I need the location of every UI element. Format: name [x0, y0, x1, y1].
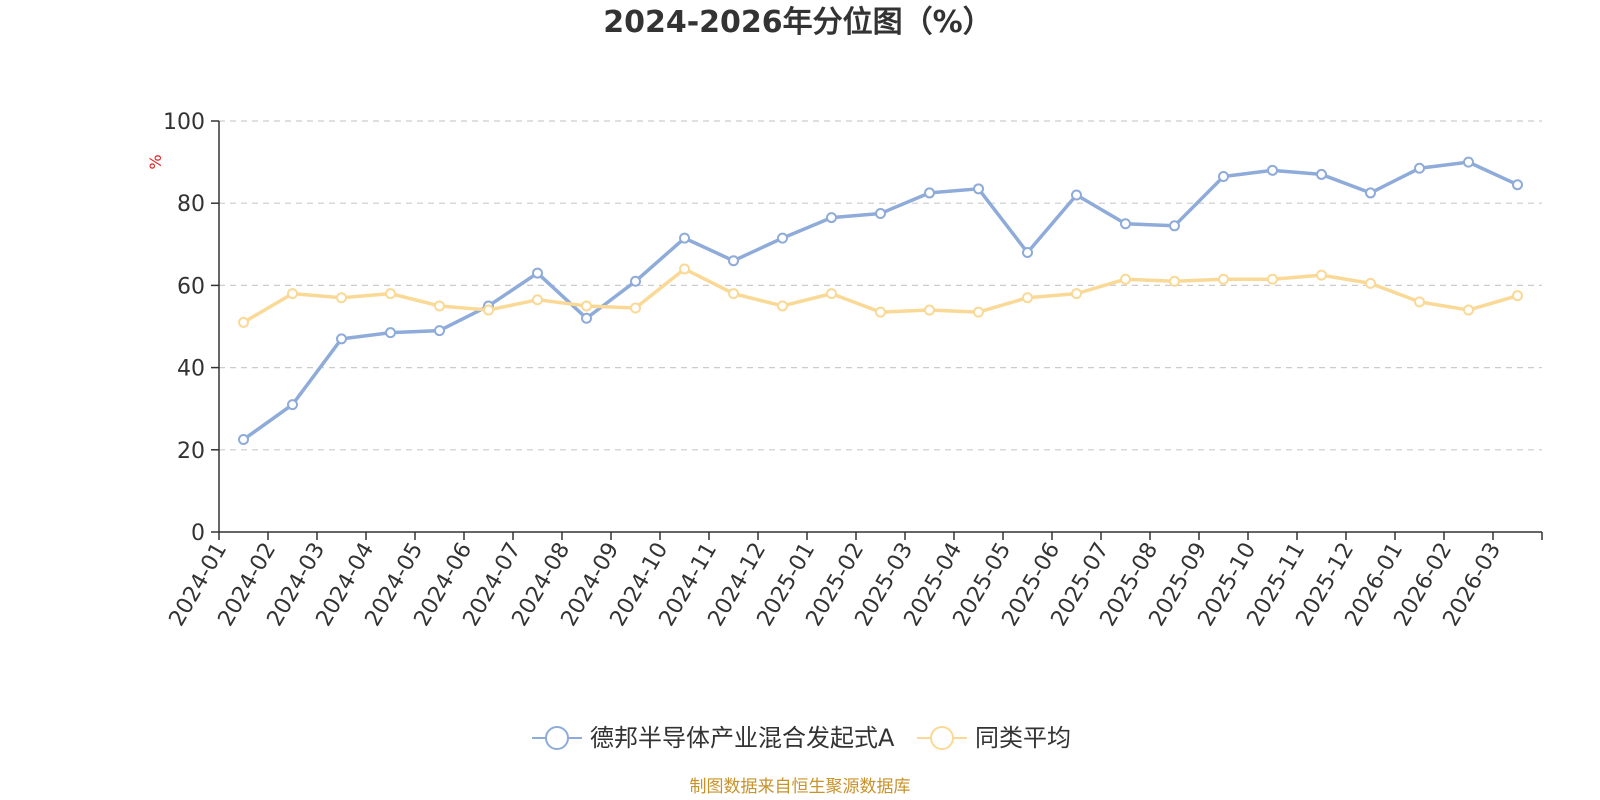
data-point[interactable]	[728, 255, 739, 267]
y-axis-label: %	[146, 154, 165, 169]
y-tick-label: 60	[177, 274, 205, 299]
data-point[interactable]	[336, 292, 347, 304]
legend-item-1[interactable]: 同类平均	[917, 724, 1071, 752]
y-tick-label: 80	[177, 192, 205, 217]
data-point[interactable]	[973, 306, 984, 318]
data-point[interactable]	[1365, 187, 1376, 199]
data-point[interactable]	[826, 212, 837, 224]
data-point[interactable]	[1414, 296, 1425, 308]
data-point[interactable]	[1512, 290, 1523, 302]
data-point[interactable]	[532, 294, 543, 306]
data-point[interactable]	[875, 306, 886, 318]
data-point[interactable]	[1512, 179, 1523, 191]
legend-item-0[interactable]: 德邦半导体产业混合发起式A	[532, 724, 895, 752]
data-point[interactable]	[483, 304, 494, 316]
data-point[interactable]	[581, 300, 592, 312]
data-point[interactable]	[826, 288, 837, 300]
data-point[interactable]	[1218, 170, 1229, 182]
data-point[interactable]	[1365, 277, 1376, 289]
data-point[interactable]	[728, 288, 739, 300]
data-point[interactable]	[287, 288, 298, 300]
legend-label: 同类平均	[975, 724, 1071, 752]
data-point[interactable]	[434, 325, 445, 337]
grid-lines	[219, 120, 1542, 451]
data-point[interactable]	[1267, 164, 1278, 176]
data-point[interactable]	[1071, 288, 1082, 300]
y-tick-label: 40	[177, 357, 205, 382]
data-point[interactable]	[1316, 168, 1327, 180]
data-point[interactable]	[1267, 273, 1278, 285]
data-point[interactable]	[973, 183, 984, 195]
data-point[interactable]	[630, 275, 641, 287]
data-point[interactable]	[777, 232, 788, 244]
data-point[interactable]	[1022, 247, 1033, 259]
data-point[interactable]	[287, 399, 298, 411]
legend[interactable]: 德邦半导体产业混合发起式A 同类平均	[532, 724, 1071, 752]
data-point[interactable]	[1071, 189, 1082, 201]
data-point[interactable]	[1414, 162, 1425, 174]
data-source-note: 制图数据来自恒生聚源数据库	[690, 777, 911, 797]
data-point[interactable]	[1169, 275, 1180, 287]
y-tick-labels: 0 20 40 60 80 100	[163, 110, 205, 546]
series-0	[238, 156, 1523, 446]
legend-marker-symbol	[545, 726, 569, 750]
series-1	[238, 263, 1523, 328]
data-point[interactable]	[1022, 292, 1033, 304]
data-point[interactable]	[336, 333, 347, 345]
data-point[interactable]	[1463, 156, 1474, 168]
data-point[interactable]	[581, 312, 592, 324]
data-point[interactable]	[1218, 273, 1229, 285]
series-lines	[238, 156, 1523, 446]
data-point[interactable]	[385, 288, 396, 300]
axes	[211, 120, 1543, 540]
data-point[interactable]	[924, 187, 935, 199]
data-point[interactable]	[1120, 273, 1131, 285]
y-tick-label: 20	[177, 439, 205, 464]
data-point[interactable]	[385, 327, 396, 339]
data-point[interactable]	[630, 302, 641, 314]
legend-marker-symbol	[930, 726, 954, 750]
data-point[interactable]	[777, 300, 788, 312]
data-point[interactable]	[679, 232, 690, 244]
data-point[interactable]	[434, 300, 445, 312]
data-point[interactable]	[1316, 269, 1327, 281]
data-point[interactable]	[1169, 220, 1180, 232]
data-point[interactable]	[238, 316, 249, 328]
data-point[interactable]	[1120, 218, 1131, 230]
y-tick-label: 100	[163, 110, 205, 135]
data-point[interactable]	[1463, 304, 1474, 316]
data-point[interactable]	[532, 267, 543, 279]
chart-title: 2024-2026年分位图（%）	[603, 5, 993, 40]
x-tick-labels: 2024-012024-022024-032024-042024-052024-…	[165, 539, 1507, 631]
data-point[interactable]	[238, 434, 249, 446]
y-tick-label: 0	[191, 521, 205, 546]
data-point[interactable]	[875, 207, 886, 219]
legend-label: 德邦半导体产业混合发起式A	[590, 724, 895, 752]
data-point[interactable]	[679, 263, 690, 275]
data-point[interactable]	[924, 304, 935, 316]
